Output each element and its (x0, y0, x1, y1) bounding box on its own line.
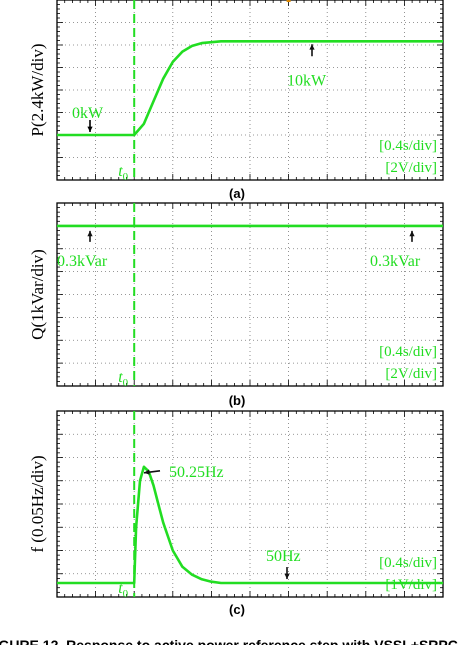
annotation-label: 50.25Hz (169, 464, 224, 481)
series-line (57, 465, 443, 585)
annotation-arrow-head (87, 126, 93, 132)
annotation-arrow-head (284, 573, 290, 580)
y-axis-label: Q(1kVar/div) (28, 249, 47, 340)
panel-label: (a) (229, 186, 245, 201)
figure-caption: FIGURE 12. Response to active power refe… (0, 637, 458, 645)
t0-label: t0 (118, 580, 128, 600)
annotation-label: 0.3kVar (57, 253, 108, 270)
scale-label: [2V/div] (385, 160, 437, 176)
scale-label: [1V/div] (385, 577, 437, 593)
annotation-arrow-head (409, 230, 415, 237)
panel-a: P(2.4kW/div) t0 [0.4s/div] [2V/div] 0kW 10kW (… (28, 0, 444, 201)
annotation-label: 50Hz (266, 548, 301, 565)
y-axis-label: f (0.05Hz/div) (28, 455, 47, 552)
panel-label: (b) (229, 393, 246, 408)
panel-b: Q(1kVar/div) t0 [0.4s/div] [2V/div] 0.3kVar 0… (28, 202, 444, 408)
annotation-label: 0kW (72, 105, 104, 122)
annotation-arrow-head (87, 230, 93, 237)
t0-subscript: 0 (123, 171, 129, 183)
annotation-arrow-head (309, 44, 315, 50)
panel-c: f (0.05Hz/div) t0 [0.4s/div] [1V/div] 50.25H… (28, 410, 444, 617)
t0-label: t0 (118, 369, 128, 389)
panel-label: (c) (229, 602, 245, 617)
series-line (57, 40, 443, 137)
t0-subscript: 0 (123, 588, 129, 600)
scale-label: [2V/div] (385, 366, 437, 382)
t0-subscript: 0 (123, 377, 129, 389)
t0-label: t0 (118, 163, 128, 183)
annotation-arrow-head (144, 469, 150, 475)
y-axis-label: P(2.4kW/div) (28, 43, 47, 136)
annotation-label: 10kW (287, 72, 327, 89)
scale-label: [0.4s/div] (379, 555, 437, 571)
scale-label: [0.4s/div] (379, 344, 437, 360)
trigger-marker (286, 0, 291, 2)
scale-label: [0.4s/div] (379, 138, 437, 154)
annotation-label: 0.3kVar (370, 253, 421, 270)
